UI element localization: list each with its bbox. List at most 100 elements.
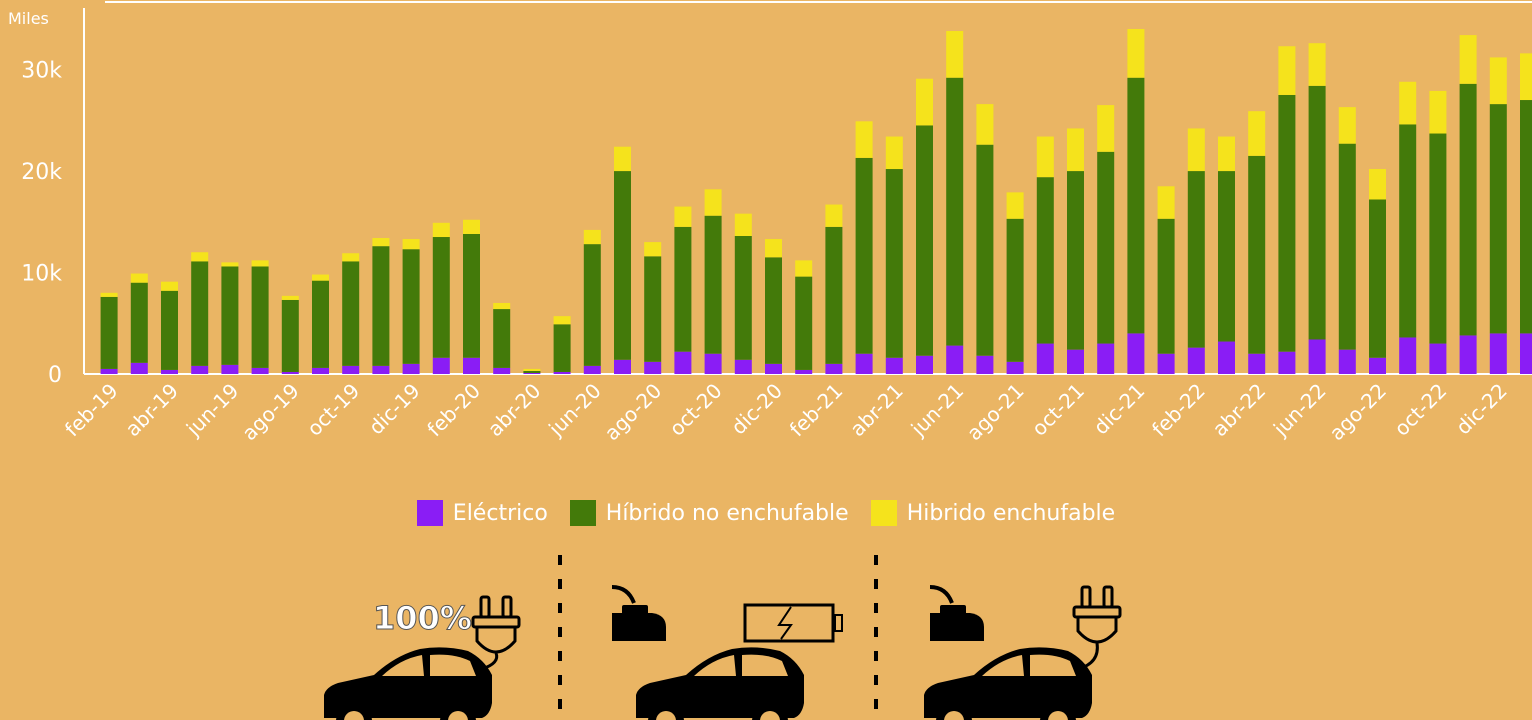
legend-label-electric: Eléctrico bbox=[452, 500, 548, 526]
bar-segment bbox=[432, 357, 450, 374]
bar-segment bbox=[372, 365, 390, 374]
bar-segment bbox=[100, 296, 118, 369]
bar-segment bbox=[523, 370, 541, 373]
bar-segment bbox=[825, 226, 843, 364]
legend-label-hybrid-plug: Hibrido enchufable bbox=[906, 500, 1116, 526]
bar-segment bbox=[1399, 124, 1417, 338]
car-icon bbox=[324, 647, 492, 720]
electric-100-percent-badge: 100% bbox=[373, 599, 472, 637]
legend-swatch-electric bbox=[416, 500, 443, 526]
bar-segment bbox=[432, 222, 450, 238]
bar-segment bbox=[855, 121, 873, 158]
x-tick-label: jun-22 bbox=[1268, 379, 1331, 442]
bar-segment bbox=[1187, 171, 1205, 348]
x-tick-label: oct-21 bbox=[1027, 379, 1089, 441]
bar-segment bbox=[583, 229, 601, 245]
bar-segment bbox=[1399, 337, 1417, 374]
bar-segment bbox=[1338, 143, 1356, 350]
bar-segment bbox=[765, 239, 782, 258]
bar-segment bbox=[946, 345, 964, 374]
bar-segment bbox=[1036, 343, 1054, 374]
legend-item-hybrid-plug: Hibrido enchufable bbox=[870, 500, 1116, 526]
x-tick-label: dic-22 bbox=[1451, 379, 1512, 440]
bar-segment bbox=[1036, 177, 1054, 344]
bar-segment bbox=[1248, 353, 1266, 374]
legend-item-hybrid-non-plug: Híbrido no enchufable bbox=[569, 500, 849, 526]
bar-segment bbox=[130, 282, 148, 363]
fuel-can-icon bbox=[928, 585, 986, 643]
bar-segment bbox=[1369, 357, 1386, 374]
bar-segment bbox=[614, 171, 631, 360]
bar-segment bbox=[916, 125, 933, 356]
bar-segment bbox=[1187, 347, 1205, 374]
bar-segment bbox=[1067, 349, 1084, 374]
bar-segment bbox=[795, 276, 813, 370]
bar-segment bbox=[583, 244, 601, 366]
bar-segment bbox=[402, 363, 420, 374]
bar-segment bbox=[734, 213, 752, 236]
bar-segment bbox=[1278, 351, 1296, 374]
x-tick-label: jun-21 bbox=[906, 379, 969, 442]
car-icon bbox=[636, 647, 804, 720]
legend-label-hybrid-non-plug: Híbrido no enchufable bbox=[605, 500, 849, 526]
bar-segment bbox=[1308, 339, 1326, 374]
x-tick-label: dic-19 bbox=[364, 379, 425, 440]
bar-segment bbox=[1157, 353, 1175, 374]
y-ticks: 0 10k 20k 30k bbox=[21, 59, 62, 388]
x-tick-label: oct-19 bbox=[302, 379, 364, 441]
x-tick-label: abr-19 bbox=[120, 379, 183, 442]
legend-swatch-hybrid-plug bbox=[870, 500, 897, 526]
battery-icon bbox=[743, 603, 843, 643]
bar-segment bbox=[734, 359, 752, 374]
bar-segment bbox=[493, 367, 511, 374]
bar-segment bbox=[130, 273, 148, 283]
y-tick-label: 20k bbox=[21, 160, 62, 185]
bar-segment bbox=[1369, 199, 1386, 358]
x-tick-label: feb-19 bbox=[60, 379, 123, 442]
bar-segment bbox=[191, 261, 209, 366]
fuel-can-icon bbox=[610, 585, 668, 643]
bar-segment bbox=[734, 236, 752, 360]
bar-segment bbox=[312, 367, 329, 374]
bar-segment bbox=[1338, 349, 1356, 374]
bar-segment bbox=[553, 324, 571, 372]
bar-segment bbox=[795, 260, 813, 277]
x-tick-label: feb-22 bbox=[1147, 379, 1210, 442]
bar-segment bbox=[1338, 107, 1356, 144]
bar-segment bbox=[1489, 333, 1507, 374]
bar-segment bbox=[704, 215, 722, 354]
legend-swatch-hybrid-non-plug bbox=[569, 500, 596, 526]
bar-segment bbox=[1520, 100, 1532, 334]
bar-segment bbox=[765, 363, 782, 374]
bar-segment bbox=[251, 260, 269, 267]
bar-segment bbox=[916, 355, 933, 374]
bar-segment bbox=[281, 299, 299, 372]
bar-segment bbox=[251, 367, 269, 374]
bar-segment bbox=[1489, 57, 1507, 105]
bar-segment bbox=[1520, 53, 1532, 101]
vehicle-type-illustrations: 100% bbox=[324, 555, 1122, 720]
bar-segment bbox=[553, 371, 571, 374]
bar-segment bbox=[1489, 104, 1507, 334]
bar-segment bbox=[1248, 155, 1266, 354]
bar-segment bbox=[1520, 333, 1532, 374]
bar-segment bbox=[221, 266, 239, 365]
bar-segment bbox=[644, 256, 662, 362]
bar-segment bbox=[1127, 29, 1145, 78]
bar-segment bbox=[251, 266, 269, 368]
bar-segment bbox=[644, 242, 662, 257]
bar-segment bbox=[1459, 335, 1477, 374]
bar-segment bbox=[221, 364, 239, 374]
bar-segment bbox=[644, 361, 662, 374]
bar-segment bbox=[493, 302, 511, 310]
plug-icon bbox=[1072, 585, 1122, 644]
bar-segment bbox=[1278, 94, 1296, 352]
bar-segment bbox=[221, 262, 239, 267]
bar-segment bbox=[1308, 85, 1326, 340]
bar-segment bbox=[795, 369, 813, 374]
bar-segment bbox=[1006, 218, 1024, 362]
bar-segment bbox=[191, 365, 209, 374]
legend: Eléctrico Híbrido no enchufable Hibrido … bbox=[0, 500, 1532, 526]
bar-segment bbox=[100, 292, 118, 297]
bar-segment bbox=[885, 169, 903, 358]
